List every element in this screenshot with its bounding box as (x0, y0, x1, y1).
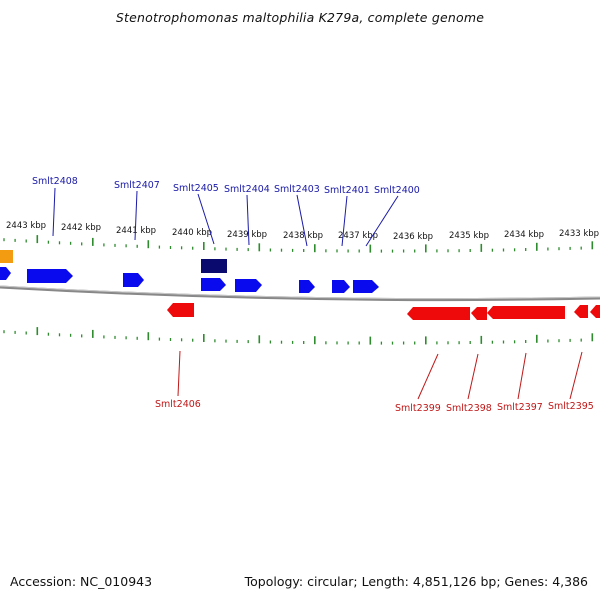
gene-label[interactable]: Smlt2405 (173, 183, 219, 194)
reverse-strand-genes (167, 303, 600, 320)
kbp-label: 2439 kbp (227, 230, 267, 240)
kbp-labels: 2443 kbp 2442 kbp 2441 kbp 2440 kbp 2439… (6, 221, 599, 242)
gene-label[interactable]: Smlt2395 (548, 401, 594, 412)
reverse-gene-labels: Smlt2406 Smlt2399 Smlt2398 Smlt2397 Smlt… (155, 399, 594, 414)
gene-label[interactable]: Smlt2404 (224, 184, 270, 195)
gene-forward[interactable] (299, 280, 315, 293)
outer-tick-ruler (3, 235, 594, 253)
genome-summary-text: Topology: circular; Length: 4,851,126 bp… (244, 574, 588, 589)
gene-reverse[interactable] (167, 303, 194, 317)
gene-forward[interactable] (0, 267, 11, 280)
gene-reverse[interactable] (590, 305, 600, 318)
gene-label[interactable]: Smlt2407 (114, 180, 160, 191)
feature-other[interactable] (0, 250, 13, 263)
kbp-label: 2437 kbp (338, 231, 378, 241)
gene-forward[interactable] (201, 278, 226, 291)
genome-backbone (0, 285, 600, 302)
forward-leader-lines (52, 187, 399, 247)
inner-tick-ruler (3, 327, 594, 345)
kbp-label: 2434 kbp (504, 230, 544, 240)
map-title: Stenotrophomonas maltophilia K279a, comp… (115, 10, 485, 25)
reverse-leader-lines (177, 350, 583, 400)
kbp-label: 2435 kbp (449, 231, 489, 241)
gene-forward[interactable] (27, 269, 73, 283)
kbp-label: 2433 kbp (559, 229, 599, 239)
gene-label[interactable]: Smlt2398 (446, 403, 492, 414)
genome-backbone-highlight (0, 285, 600, 300)
kbp-label: 2441 kbp (116, 226, 156, 236)
gene-forward[interactable] (332, 280, 350, 293)
kbp-label: 2438 kbp (283, 231, 323, 241)
gene-reverse[interactable] (407, 307, 470, 320)
gene-reverse[interactable] (487, 306, 565, 319)
gene-forward[interactable] (123, 273, 144, 287)
accession-text: Accession: NC_010943 (10, 574, 153, 589)
gene-forward[interactable] (235, 279, 262, 292)
kbp-label: 2436 kbp (393, 232, 433, 242)
kbp-label: 2442 kbp (61, 223, 101, 233)
gene-reverse[interactable] (574, 305, 588, 318)
gene-label[interactable]: Smlt2400 (374, 185, 420, 196)
gene-label[interactable]: Smlt2406 (155, 399, 201, 410)
gene-reverse[interactable] (471, 307, 487, 320)
gene-forward[interactable] (353, 280, 379, 293)
gene-label[interactable]: Smlt2399 (395, 403, 441, 414)
forward-gene-labels: Smlt2408 Smlt2407 Smlt2405 Smlt2404 Smlt… (32, 176, 420, 196)
kbp-label: 2440 kbp (172, 228, 212, 238)
forward-strand-genes (0, 259, 379, 293)
gene-forward-selected[interactable] (201, 259, 227, 273)
kbp-label: 2443 kbp (6, 221, 46, 231)
gene-label[interactable]: Smlt2397 (497, 402, 543, 413)
gene-label[interactable]: Smlt2403 (274, 184, 320, 195)
gene-label[interactable]: Smlt2401 (324, 185, 370, 196)
gene-label[interactable]: Smlt2408 (32, 176, 78, 187)
